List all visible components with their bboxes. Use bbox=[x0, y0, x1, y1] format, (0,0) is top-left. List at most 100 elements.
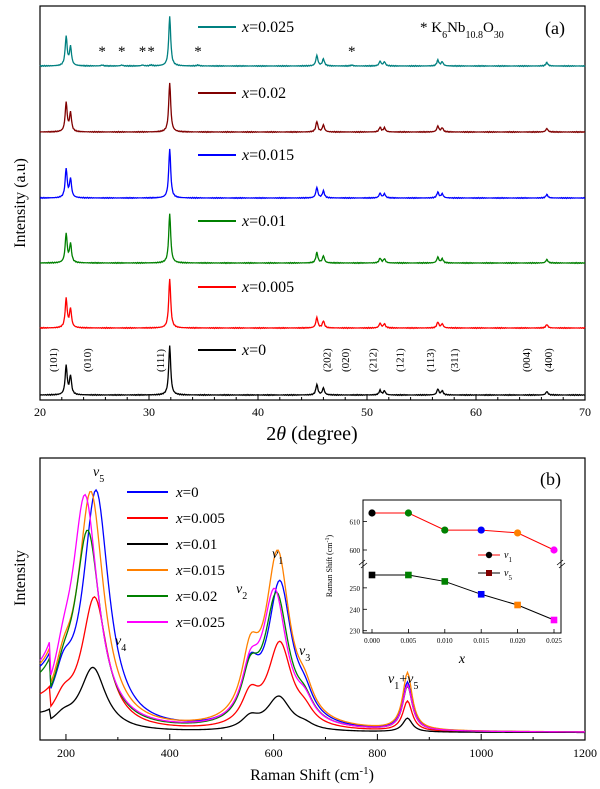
panel-b-inset: 600 610 230 240 250 0.000 0.005 0.010 0.015 0.020… bbox=[325, 499, 566, 667]
panel-b-mode-labels: v5 v4 v2 v1 v3 v1+v5 bbox=[93, 465, 418, 692]
legend-label: x=0.015 bbox=[175, 563, 225, 579]
inset-v5-point bbox=[368, 571, 376, 579]
mode-label: v1 bbox=[272, 547, 283, 567]
mode-label: v3 bbox=[299, 644, 310, 664]
inset-v5-line bbox=[372, 574, 555, 621]
panel-b-frame bbox=[39, 457, 586, 741]
panel-a-y-axis-label: Intensity (a.u) bbox=[12, 158, 29, 248]
xrd-curve bbox=[39, 16, 586, 68]
inset-x-tick-label: 0.020 bbox=[510, 637, 526, 645]
impurity-marker: * bbox=[98, 44, 106, 60]
panel-a: 20 30 40 50 60 70 x=0 x=0.005 x=0.01 x=0.015 x=0.… bbox=[12, 5, 591, 445]
legend-label: x=0 bbox=[241, 342, 266, 359]
inset-v1-point bbox=[441, 526, 449, 534]
hkl-label: (111) bbox=[155, 349, 167, 372]
legend-label: x=0.01 bbox=[175, 537, 217, 553]
mode-label: v5 bbox=[93, 465, 104, 485]
inset-frame bbox=[362, 499, 562, 634]
xrd-curve bbox=[39, 345, 586, 397]
inset-v1-line bbox=[372, 512, 555, 551]
inset-x-tick-label: 0.005 bbox=[401, 637, 417, 645]
inset-v1-point bbox=[368, 509, 376, 517]
inset-v1-point bbox=[514, 529, 522, 537]
inset-v1-point bbox=[550, 546, 558, 554]
hkl-label: (113) bbox=[425, 348, 437, 372]
inset-x-tick-label: 0.000 bbox=[364, 637, 380, 645]
inset-legend-label: v5 bbox=[504, 568, 512, 582]
panel-b-y-axis-label: Intensity bbox=[12, 550, 29, 606]
inset-x-tick-label: 0.025 bbox=[546, 637, 562, 645]
inset-v5-point bbox=[514, 601, 521, 609]
impurity-marker: * bbox=[147, 44, 155, 60]
hkl-label: (202) bbox=[322, 348, 334, 372]
mode-label: v1+v5 bbox=[388, 672, 418, 692]
inset-v5-point bbox=[550, 616, 558, 624]
panel-b-x-axis-label: Raman Shift (cm-1) bbox=[250, 765, 374, 784]
panel-a-hkl-labels: (101) (010) (111) (202) (020) (212) (121) (113)… bbox=[48, 348, 555, 372]
hkl-label: (004) bbox=[521, 348, 533, 372]
panel-a-curves bbox=[39, 16, 586, 397]
panel-a-x-axis-label: 2θ (degree) bbox=[266, 423, 357, 445]
axis-break bbox=[556, 559, 564, 566]
mode-label: v2 bbox=[236, 582, 247, 602]
panel-a-legend: x=0 x=0.005 x=0.01 x=0.015 x=0.02 x=0.025 bbox=[198, 19, 294, 359]
hkl-label: (311) bbox=[449, 348, 461, 372]
inset-y-tick-label: 240 bbox=[350, 606, 361, 614]
hkl-label: (400) bbox=[543, 348, 555, 372]
x-tick-label: 30 bbox=[143, 405, 155, 419]
panel-a-frame bbox=[39, 5, 586, 401]
x-tick-label: 40 bbox=[252, 405, 264, 419]
xrd-curve bbox=[39, 278, 586, 330]
panel-b-curves bbox=[39, 488, 586, 734]
inset-y-tick-label: 230 bbox=[350, 628, 361, 636]
raman-curve bbox=[39, 666, 585, 734]
x-tick-label: 600 bbox=[265, 746, 283, 760]
panel-a-impurity-markers: * * * * * * bbox=[98, 44, 355, 60]
inset-legend-label: v1 bbox=[504, 550, 512, 564]
panel-a-impurity-label: * K6Nb10.8O30 bbox=[420, 20, 504, 41]
x-tick-label: 200 bbox=[57, 746, 75, 760]
inset-x-tick-label: 0.015 bbox=[473, 637, 489, 645]
panel-b-label: (b) bbox=[540, 469, 561, 490]
hkl-label: (212) bbox=[367, 348, 379, 372]
legend-label: x=0.005 bbox=[175, 511, 225, 527]
panel-a-label: (a) bbox=[545, 18, 565, 39]
xrd-curve bbox=[39, 82, 586, 134]
legend-label: x=0.01 bbox=[241, 213, 286, 230]
inset-y-tick-label: 610 bbox=[350, 519, 361, 527]
inset-v1-point bbox=[477, 526, 485, 534]
impurity-marker: * bbox=[118, 44, 126, 60]
panel-b-x-axis: 200 400 600 800 1000 1200 bbox=[57, 734, 597, 760]
inset-y-tick-label: 250 bbox=[350, 585, 361, 593]
inset-v1-point bbox=[404, 509, 412, 517]
panel-a-x-axis: 20 30 40 50 60 70 bbox=[34, 394, 591, 419]
inset-v5-point bbox=[441, 578, 449, 585]
inset-x-axis-label: x bbox=[458, 652, 466, 667]
raman-curve bbox=[39, 493, 585, 733]
x-tick-label: 1200 bbox=[573, 746, 597, 760]
axis-break bbox=[558, 562, 566, 569]
x-tick-label: 60 bbox=[470, 405, 482, 419]
impurity-marker: * bbox=[194, 44, 202, 60]
panel-b-legend: x=0 x=0.005 x=0.01 x=0.015 x=0.02 x=0.025 bbox=[127, 485, 225, 631]
inset-y-axis-label: Raman Shift (cm-1) bbox=[325, 535, 334, 598]
legend-label: x=0.025 bbox=[175, 615, 225, 631]
legend-label: x=0.02 bbox=[241, 85, 286, 102]
legend-label: x=0.015 bbox=[241, 147, 294, 164]
axis-break bbox=[358, 559, 366, 566]
inset-v5-point bbox=[405, 571, 412, 579]
mode-label: v4 bbox=[115, 634, 126, 654]
panel-b: 200 400 600 800 1000 1200 x=0x=0.005x=0.01x=0… bbox=[12, 457, 597, 784]
xrd-curve bbox=[39, 148, 586, 200]
hkl-label: (101) bbox=[48, 348, 60, 372]
legend-label: x=0.02 bbox=[175, 589, 217, 605]
x-tick-label: 70 bbox=[579, 405, 591, 419]
x-tick-label: 50 bbox=[361, 405, 373, 419]
inset-legend-marker bbox=[486, 570, 492, 576]
inset-legend-marker bbox=[485, 551, 493, 559]
legend-label: x=0.025 bbox=[241, 19, 294, 36]
inset-y-tick-label: 600 bbox=[350, 547, 361, 555]
x-tick-label: 400 bbox=[161, 746, 179, 760]
